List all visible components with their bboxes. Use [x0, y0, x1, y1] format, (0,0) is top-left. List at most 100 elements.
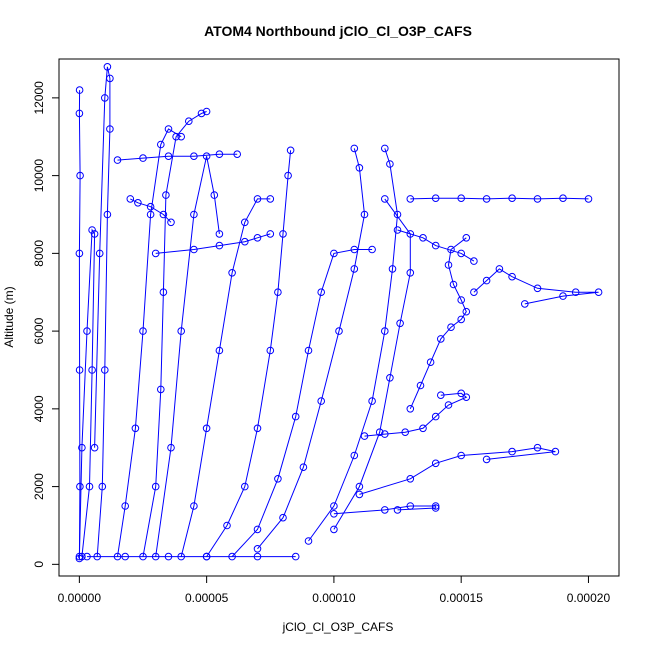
data-point [330, 525, 338, 534]
data-point [223, 521, 231, 530]
data-point [330, 249, 338, 258]
data-point [584, 195, 593, 203]
data-point [101, 94, 109, 102]
series-line [94, 66, 111, 557]
series-line [180, 198, 271, 557]
data-point [215, 150, 224, 158]
x-tick-label: 0.00020 [567, 591, 611, 605]
x-axis-label: jClO_Cl_O3P_CAFS [282, 620, 394, 634]
data-point [274, 288, 282, 297]
data-point [253, 525, 262, 534]
data-point [75, 249, 84, 258]
data-point [78, 552, 86, 561]
data-point [151, 482, 160, 491]
x-tick-label: 0.00010 [312, 591, 356, 605]
data-point [437, 335, 445, 343]
plot-area [75, 63, 603, 563]
series-line [409, 237, 467, 410]
data-point [76, 171, 84, 180]
data-point [431, 241, 440, 250]
y-tick-label: 6000 [32, 317, 46, 344]
data-point [470, 288, 478, 297]
data-point [444, 401, 453, 409]
data-point [90, 443, 99, 452]
data-point [253, 234, 262, 242]
data-point [98, 482, 107, 491]
data-point [330, 502, 338, 510]
data-point [202, 424, 211, 433]
data-point [393, 210, 402, 219]
series-line [410, 197, 589, 200]
data-point [76, 482, 84, 491]
data-point [157, 385, 165, 394]
series-line [333, 505, 437, 515]
data-point [381, 506, 389, 514]
data-point [241, 237, 249, 246]
data-point [101, 366, 109, 374]
data-point [449, 280, 458, 289]
data-point [190, 502, 198, 510]
data-point [508, 447, 516, 456]
data-point [172, 132, 180, 141]
y-tick-label: 12000 [32, 81, 46, 115]
data-point [360, 210, 369, 219]
data-point [368, 397, 376, 405]
data-point [457, 315, 466, 324]
x-axis: 0.00000 0.00005 0.00010 0.00015 0.00020 [58, 575, 611, 605]
data-point [134, 199, 142, 207]
series-line [364, 392, 468, 437]
series-line [231, 249, 373, 557]
data-point [330, 510, 338, 518]
data-point [571, 288, 580, 297]
data-point [381, 430, 389, 438]
series-line [308, 148, 399, 542]
data-point [162, 191, 170, 199]
data-point [167, 218, 175, 227]
data-point [431, 504, 440, 512]
data-point [401, 428, 410, 437]
data-point [416, 381, 425, 390]
data-point [157, 140, 165, 149]
data-point [274, 475, 282, 483]
data-point [508, 272, 516, 281]
data-point [419, 234, 427, 242]
data-point [381, 327, 389, 335]
series-line [473, 268, 599, 305]
data-point [253, 424, 262, 433]
data-point [594, 288, 603, 297]
data-point [90, 230, 99, 238]
series-line [397, 229, 475, 262]
data-point [241, 218, 249, 227]
data-point [284, 171, 292, 180]
data-point [228, 269, 236, 277]
data-point [215, 346, 224, 355]
y-tick-label: 0 [32, 561, 46, 568]
data-point [202, 152, 211, 160]
data-point [85, 482, 94, 491]
data-point [444, 261, 453, 269]
data-point [78, 443, 86, 452]
series-line [333, 198, 411, 530]
data-point [335, 327, 343, 335]
data-point [470, 257, 478, 265]
data-point [88, 366, 96, 374]
data-point [375, 428, 384, 437]
data-point [457, 296, 466, 304]
data-point [253, 195, 262, 203]
data-point [406, 269, 415, 277]
data-point [462, 234, 471, 242]
data-point [190, 152, 198, 160]
data-point [406, 475, 415, 483]
data-point [167, 443, 175, 452]
data-point [437, 391, 445, 400]
data-point [304, 537, 313, 545]
data-point [551, 447, 560, 456]
data-point [177, 327, 185, 335]
data-point [350, 144, 359, 153]
data-point [533, 443, 542, 452]
data-point [393, 506, 402, 514]
data-point [482, 276, 491, 285]
data-point [241, 482, 249, 491]
data-point [406, 502, 415, 510]
data-point [426, 358, 435, 367]
